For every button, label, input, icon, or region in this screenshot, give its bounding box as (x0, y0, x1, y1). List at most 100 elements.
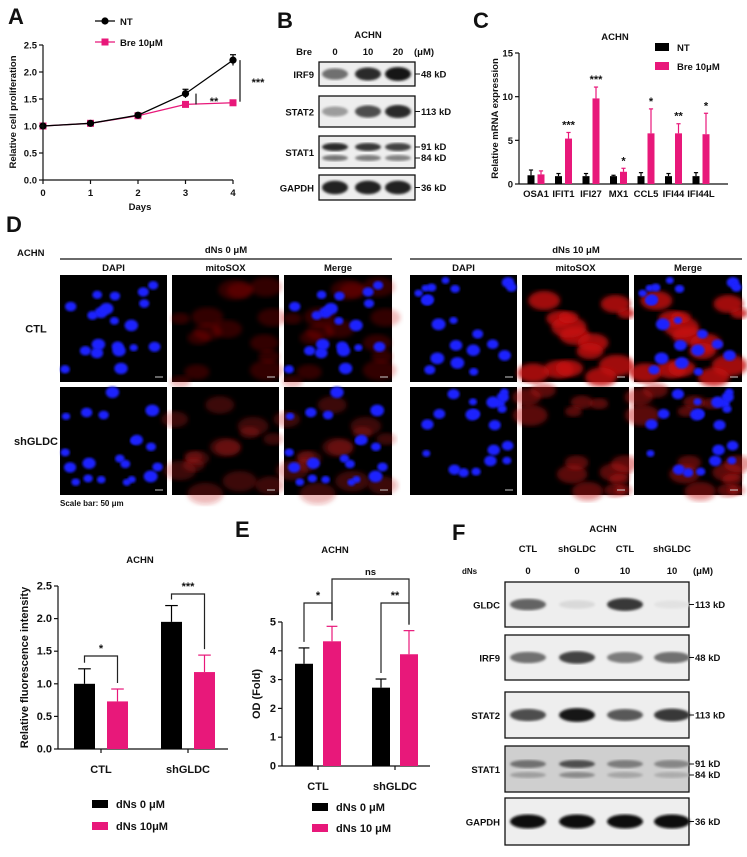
nucleus (650, 283, 661, 292)
scale-bar-label: Scale bar: 50 μm (60, 499, 124, 508)
channel-label: DAPI (102, 263, 125, 274)
nucleus (344, 459, 355, 469)
mitosox-signal (282, 312, 302, 325)
nucleus (307, 474, 318, 483)
significance-label: *** (252, 77, 266, 89)
marker-label: 91 kD (421, 142, 446, 153)
mitosox-signal (609, 473, 630, 486)
lane-label: 0 (525, 566, 530, 577)
blot-row-irf9: IRF9 48 kD (293, 61, 446, 87)
nucleus (129, 344, 138, 352)
panel-letter-d: D (6, 212, 22, 237)
bar-bre-10-m-ifi44l (702, 134, 710, 184)
y-tick-label: 5 (508, 136, 514, 147)
protein-band (510, 772, 546, 778)
nucleus (665, 276, 674, 284)
nucleus (377, 462, 388, 472)
nucleus (152, 462, 163, 472)
bar-bre-10-m-ifi44 (675, 133, 682, 184)
nucleus (98, 410, 109, 420)
nucleus (372, 280, 384, 290)
bar-dns-0-m-ctl (74, 683, 95, 749)
protein-label: GLDC (473, 601, 500, 612)
y-tick-label: 1.5 (37, 646, 52, 658)
bar-bre-10-m-ifi27 (592, 98, 600, 184)
nucleus (143, 470, 158, 483)
micrograph-dapi-ctl (410, 275, 517, 382)
nucleus (92, 290, 103, 299)
legend-label: dNs 10 μM (336, 823, 391, 835)
nucleus (370, 404, 385, 417)
mitosox-signal (299, 330, 323, 345)
micrograph-merge-shgldc (273, 386, 398, 505)
mitosox-signal (376, 433, 397, 445)
nucleus (336, 345, 351, 357)
nucleus (284, 448, 294, 457)
protein-band (559, 600, 595, 609)
mitosox-signal (324, 320, 355, 338)
nucleus (148, 280, 159, 290)
nucleus (450, 357, 465, 369)
nucleus (362, 287, 374, 297)
nucleus (645, 295, 657, 306)
protein-band (510, 598, 546, 611)
protein-band (510, 708, 546, 722)
nucleus (674, 357, 689, 369)
y-tick-label: 2 (270, 703, 276, 715)
nucleus (61, 412, 71, 420)
group-label: CTL (519, 544, 538, 555)
nucleus (289, 301, 301, 312)
legend-label-nt: NT (120, 17, 133, 28)
data-point (86, 119, 95, 127)
channel-label: DAPI (452, 263, 475, 274)
y-tick-label: 2.5 (24, 41, 38, 52)
protein-band (654, 814, 690, 829)
nucleus (497, 405, 507, 413)
bar-dns-0-m-shgldc (372, 687, 390, 766)
bar-dns-10-m-ctl (107, 701, 128, 749)
bar-dns-10-m-shgldc (400, 654, 418, 766)
nucleus (330, 386, 344, 399)
y-tick-label: 0.0 (37, 744, 52, 756)
blot-membrane (504, 745, 690, 793)
nucleus (468, 409, 481, 419)
mitosox-signal (370, 308, 401, 327)
nucleus (414, 289, 423, 297)
marker-label: 113 kD (421, 107, 451, 118)
legend-label: Bre 10μM (677, 62, 720, 73)
nucleus (433, 408, 446, 419)
protein-label: IRF9 (479, 654, 500, 665)
category-label: IFI44L (687, 189, 715, 200)
panel-letter-a: A (8, 4, 24, 29)
protein-band (322, 68, 348, 80)
nucleus (354, 437, 364, 445)
bar-bre-10-m-ifit1 (565, 138, 572, 184)
nucleus (105, 386, 120, 399)
chart-title: ACHN (126, 555, 154, 566)
mitosox-signal (249, 360, 284, 381)
nucleus (723, 350, 736, 361)
protein-band (355, 105, 381, 118)
mitosox-signal (214, 439, 241, 456)
nucleus (502, 456, 512, 465)
nucleus (127, 476, 136, 484)
protein-band (654, 772, 690, 778)
x-tick-label: 2 (135, 188, 140, 199)
mitosox-signal (263, 433, 284, 445)
cell-line-label: ACHN (17, 248, 45, 259)
y-tick-label: 0.5 (24, 149, 38, 160)
protein-band (510, 760, 546, 768)
mitosox-signal (556, 465, 588, 484)
nucleus (671, 388, 685, 400)
blot-row-gapdh: GAPDH 36 kD (280, 174, 446, 201)
western-blot-f: ACHN CTL shGLDC CTL shGLDC dNs 0 0 10 10 (μM) GLDC 1… (462, 524, 725, 846)
nucleus (496, 392, 509, 403)
y-tick-label: 0.5 (37, 711, 52, 723)
nucleus (657, 408, 670, 419)
nucleus (674, 284, 685, 293)
nucleus (315, 347, 328, 359)
mitosox-signal (257, 308, 288, 327)
panel-letter-c: C (473, 8, 489, 33)
nucleus (424, 365, 436, 375)
